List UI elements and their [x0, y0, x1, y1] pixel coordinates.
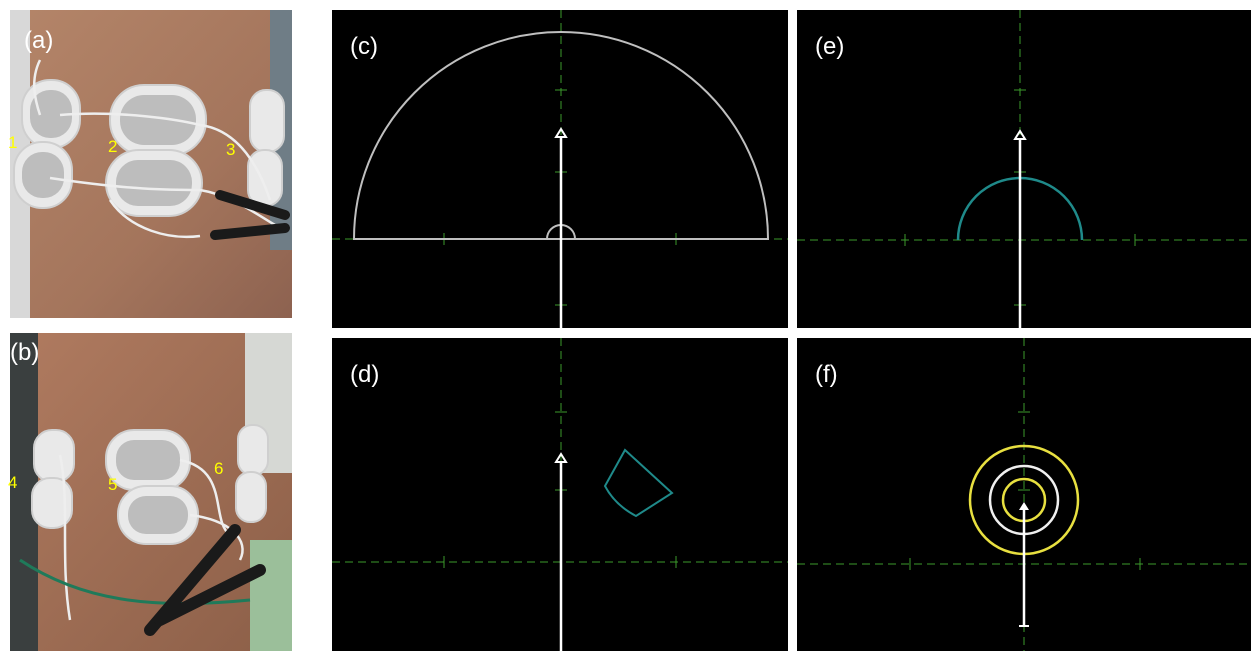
panel-d: (d)	[332, 338, 788, 651]
panel-label: (c)	[350, 33, 378, 60]
panel-e: (e)	[797, 10, 1251, 328]
panel-f: (f)	[797, 338, 1251, 651]
electrode-number: 5	[108, 475, 117, 494]
panel-label: (e)	[815, 33, 844, 60]
panel-label: (b)	[10, 339, 39, 366]
panel-c: (c)	[332, 10, 788, 328]
photo-b: (b) 4 5 6	[8, 333, 292, 651]
electrode-number: 3	[226, 140, 235, 159]
panel-label: (a)	[24, 27, 53, 54]
electrode-number: 4	[8, 473, 17, 492]
panel-label: (d)	[350, 361, 379, 388]
electrode-number: 1	[8, 133, 17, 152]
electrode-number: 6	[214, 459, 223, 478]
panel-label: (f)	[815, 361, 838, 388]
photo-a: (a) 1 2 3	[8, 10, 292, 318]
electrode-number: 2	[108, 137, 117, 156]
